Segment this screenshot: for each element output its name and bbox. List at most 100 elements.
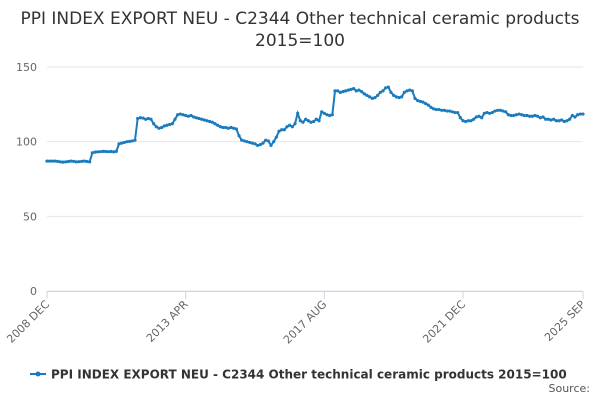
point [336,89,340,93]
point [325,113,329,117]
point [330,113,334,117]
point [384,86,388,90]
point [544,117,548,121]
point [210,120,214,124]
point [402,90,406,94]
point [338,90,342,94]
point [381,89,385,93]
point [549,118,553,122]
x-tick-label: 2008 DEC [4,298,52,346]
point [360,90,364,94]
point [130,139,134,143]
point [114,149,118,153]
point [82,159,86,163]
point [216,123,220,127]
point [394,95,398,99]
y-tick-label: 0 [30,285,37,298]
point [378,90,382,94]
point [496,108,500,112]
point [413,96,417,100]
point [386,85,390,89]
point [434,107,438,112]
point [122,140,126,145]
point [509,113,513,118]
point [160,125,164,130]
point [504,110,508,114]
point [280,128,284,132]
point [477,114,481,118]
point [104,149,108,154]
point [397,96,401,100]
point [512,113,516,118]
point [474,115,478,119]
point [304,117,308,121]
point [245,140,249,144]
point [400,95,404,99]
point [429,105,433,109]
point [133,138,137,142]
point [405,89,409,93]
point [253,142,257,146]
x-tick-label: 2013 APR [144,298,191,345]
point [157,126,161,130]
point [568,117,572,121]
legend-marker [35,371,41,377]
point [576,113,580,117]
point [162,124,166,128]
point [442,108,446,112]
point [480,116,484,120]
point [522,113,526,118]
point [448,109,452,113]
point [173,117,177,121]
point [138,116,142,120]
point [346,88,350,92]
point [424,101,428,106]
point [258,143,262,147]
point [296,111,300,115]
point [570,113,574,118]
point [538,116,542,120]
point [453,110,457,115]
point [410,89,414,93]
point [72,159,76,163]
point [90,151,94,155]
point [218,125,222,129]
point [237,134,241,138]
point [450,110,454,114]
point [517,112,521,116]
point [557,119,561,123]
legend-label: PPI INDEX EXPORT NEU - C2344 Other techn… [51,368,567,382]
point [205,119,209,123]
x-tick-label: 2017 AUG [281,298,330,347]
point [562,119,566,124]
point [578,112,582,116]
point [309,120,313,124]
series-line [47,85,583,164]
point [186,114,190,118]
point [298,119,302,123]
point [221,125,225,130]
point [141,116,145,120]
point [464,119,468,124]
point [224,125,228,130]
point [488,111,492,115]
point [98,150,102,154]
point [426,103,430,107]
point [120,141,124,145]
point [344,89,348,93]
point [282,128,286,132]
point [146,116,150,121]
point [456,110,460,115]
point [181,113,185,117]
point [546,117,550,121]
point [261,141,265,145]
point [482,111,486,115]
y-tick-label: 150 [16,61,37,74]
point [117,142,121,146]
point [168,122,172,127]
point [189,113,193,118]
point [61,160,65,164]
point [373,96,377,100]
point [277,129,281,133]
point [461,119,465,123]
